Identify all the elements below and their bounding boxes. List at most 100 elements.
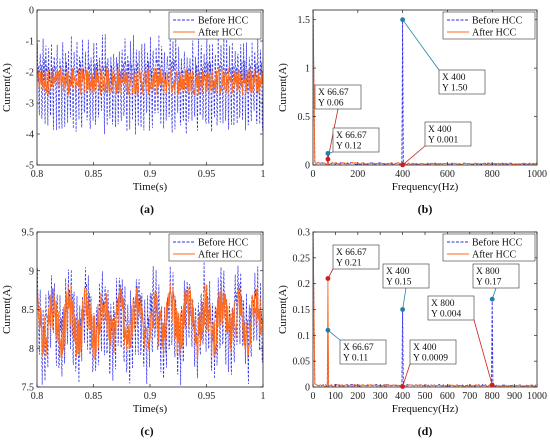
legend-box: [168, 233, 262, 262]
x-tick-label: 1000: [527, 169, 547, 180]
x-tick-label: 1000: [527, 391, 547, 402]
annotation-y-label: Y 0.12: [336, 142, 362, 152]
annotation-marker: [325, 276, 331, 281]
annotation-marker: [400, 162, 405, 168]
plot-series: [313, 232, 537, 387]
x-tick-label: 100: [328, 391, 343, 402]
x-tick-label: 800: [485, 391, 500, 402]
plot-series: [37, 34, 263, 135]
y-axis-label: Current(A): [277, 285, 289, 334]
annotation-box: [332, 127, 380, 153]
y-tick-label: 0.3: [298, 228, 311, 239]
y-tick-label: 0: [29, 6, 34, 17]
y-tick-label: -4: [26, 130, 34, 141]
y-tick-label: 1: [305, 64, 310, 75]
annotation-marker: [400, 307, 405, 312]
annotation-marker: [325, 150, 331, 156]
annotation-pointer: [327, 329, 341, 341]
annotation-x-label: X 400: [413, 343, 437, 353]
legend-label-after: After HCC: [472, 250, 516, 261]
x-tick-label: 0.85: [85, 169, 103, 180]
annotation-x-label: X 800: [431, 299, 455, 309]
legend-box: [168, 11, 262, 40]
y-tick-label: -2: [26, 68, 34, 79]
y-tick-label: 0.5: [298, 112, 311, 123]
annotation-y-label: Y 0.001: [428, 136, 459, 146]
series-line-before: [37, 261, 263, 386]
chart-panel-a: 0.8 0.85 0.9 0.95 1 -5 -4 -3 -2 -1 0 Time(s) Current…: [1, 6, 266, 217]
y-axis-label: Current(A): [1, 285, 13, 334]
plot-series: [37, 261, 263, 386]
x-tick-label: 700: [462, 391, 477, 402]
x-axis-label: Frequency(Hz): [392, 403, 459, 415]
annotation-box: [409, 339, 457, 365]
annotation-y-label: Y 0.17: [476, 278, 502, 288]
series-line-after: [313, 232, 537, 387]
series-line-before: [37, 34, 263, 135]
chart-panel-c: 0.8 0.85 0.9 0.95 1 7.5 8 8.5 9 9.5 Time(s) Current…: [1, 228, 266, 439]
y-tick-label: 8.5: [22, 305, 35, 316]
x-tick-label: 0.8: [31, 391, 44, 402]
x-tick-label: 400: [395, 169, 410, 180]
annotation-marker: [489, 296, 495, 302]
annotation-x-label: X 66.67: [336, 131, 367, 141]
annotation-box: [382, 263, 430, 289]
annotation-marker: [489, 382, 495, 388]
annotation-pointer: [473, 319, 493, 386]
annotation-marker: [325, 327, 331, 333]
y-tick-label: 8: [29, 344, 34, 355]
plot-series: [313, 10, 537, 165]
x-tick-label: 0.95: [198, 169, 216, 180]
x-tick-label: 600: [440, 391, 455, 402]
x-tick-label: 800: [485, 169, 500, 180]
y-tick-label: 0.15: [293, 305, 311, 316]
y-axis-label: Current(A): [277, 63, 289, 112]
y-tick-label: 0.1: [298, 331, 311, 342]
x-tick-label: 200: [350, 169, 365, 180]
series-line-after: [37, 282, 263, 361]
annotation-marker: [400, 384, 405, 389]
x-tick-label: 400: [395, 391, 410, 402]
panel-caption: (a): [140, 202, 154, 216]
annotation-marker: [325, 156, 331, 162]
legend-label-after: After HCC: [198, 250, 242, 261]
x-tick-label: 1: [261, 169, 266, 180]
y-tick-label: 9: [29, 266, 34, 277]
annotation-x-label: X 66.67: [318, 88, 349, 98]
annotation-y-label: Y 0.0009: [413, 354, 448, 364]
x-tick-label: 0: [311, 169, 316, 180]
legend-box: [442, 233, 536, 262]
legend-label-before: Before HCC: [198, 16, 249, 27]
x-axis-label: Time(s): [133, 181, 168, 193]
annotation-y-label: Y 0.21: [336, 259, 362, 269]
y-tick-label: -1: [26, 37, 34, 48]
x-tick-label: 900: [507, 391, 522, 402]
x-tick-label: 300: [373, 391, 388, 402]
annotation-box: [427, 295, 475, 321]
annotation-y-label: Y 0.15: [386, 278, 412, 288]
annotation-pointer: [402, 287, 407, 310]
y-tick-label: 7.5: [22, 383, 35, 394]
x-tick-label: 200: [350, 391, 365, 402]
y-axis-label: Current(A): [1, 63, 13, 112]
annotation-x-label: X 400: [428, 125, 452, 135]
x-tick-label: 0: [311, 391, 316, 402]
x-tick-label: 0.8: [31, 169, 44, 180]
annotation-marker: [400, 17, 405, 23]
x-tick-label: 0.95: [198, 391, 216, 402]
annotation-box: [339, 339, 387, 365]
annotation-x-label: X 66.67: [336, 248, 367, 258]
x-tick-label: 600: [440, 169, 455, 180]
series-line-after: [313, 10, 537, 165]
annotation-box: [424, 121, 472, 147]
annotation-box: [314, 84, 362, 110]
panel-caption: (b): [418, 202, 433, 216]
annotation-box: [438, 69, 486, 95]
legend-label-after: After HCC: [472, 28, 516, 39]
